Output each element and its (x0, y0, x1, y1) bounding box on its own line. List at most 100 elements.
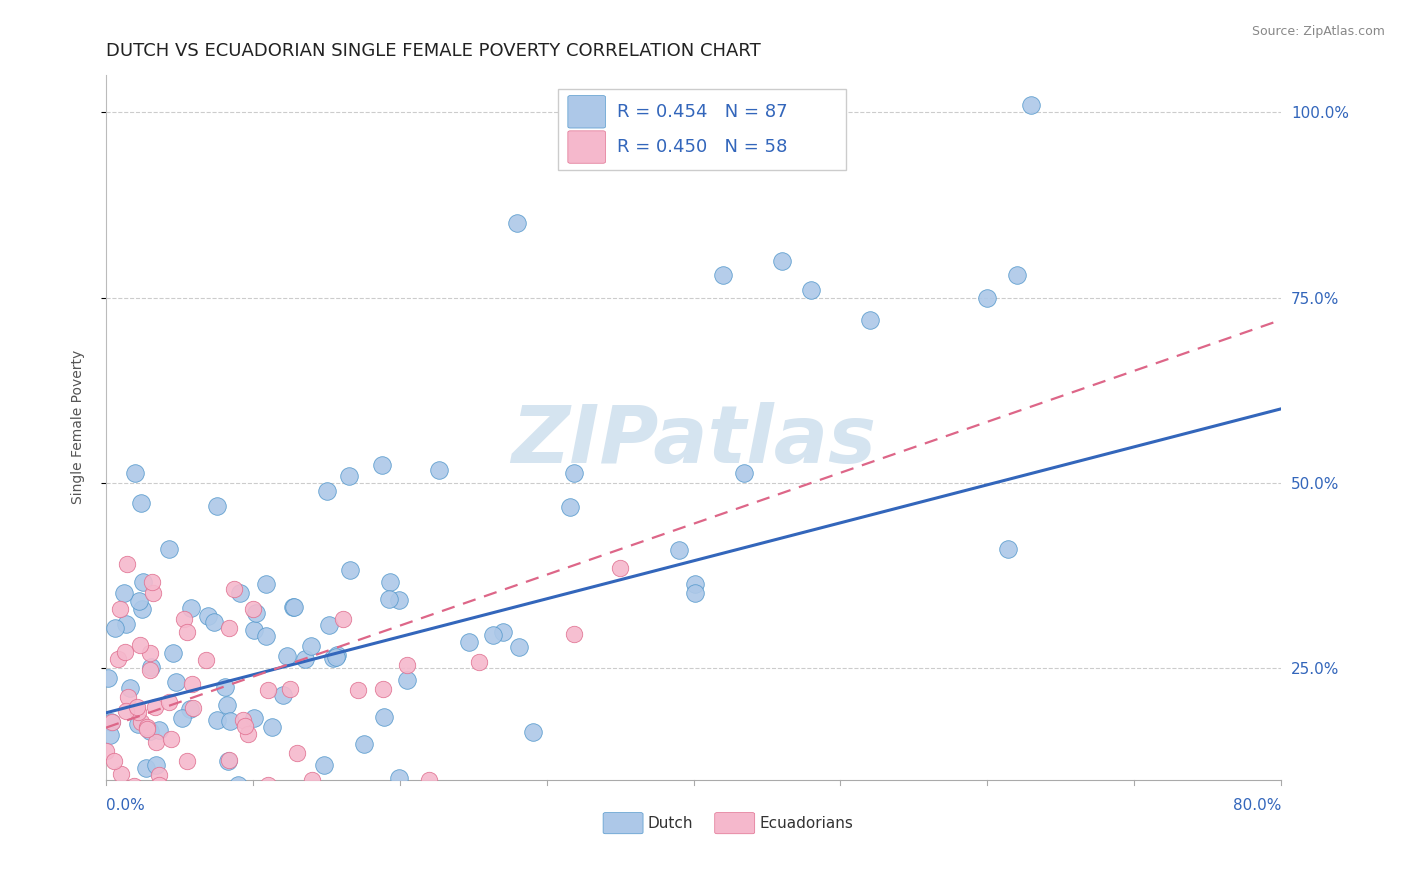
Point (117, 690, 139, 705)
Point (127, 717, 149, 731)
Point (103, 754, 125, 768)
Point (271, 688, 294, 702)
Text: Source: ZipAtlas.com: Source: ZipAtlas.com (1251, 25, 1385, 38)
Point (138, 646, 160, 660)
Point (711, 268, 734, 283)
Point (281, 787, 304, 801)
Point (218, 753, 240, 767)
Point (522, 725, 544, 739)
Point (347, 682, 370, 697)
Point (96, 744, 118, 758)
Point (104, 621, 127, 635)
Point (115, 704, 138, 718)
Point (1021, 98, 1043, 112)
Point (122, 779, 145, 793)
Point (172, 711, 194, 725)
Text: 80.0%: 80.0% (1233, 798, 1281, 814)
Point (180, 677, 202, 691)
Point (207, 713, 229, 727)
Point (143, 700, 166, 714)
Point (236, 727, 259, 741)
Point (100, 728, 122, 742)
Point (135, 722, 157, 736)
Point (217, 754, 239, 768)
Y-axis label: Single Female Poverty: Single Female Poverty (72, 351, 86, 505)
Point (481, 628, 503, 642)
Point (770, 253, 793, 268)
Point (294, 651, 316, 665)
Point (337, 468, 360, 483)
Point (283, 599, 305, 614)
Point (683, 576, 706, 591)
Point (112, 586, 135, 600)
Point (353, 737, 375, 751)
Point (131, 601, 153, 615)
Point (859, 313, 882, 327)
FancyBboxPatch shape (568, 131, 606, 163)
Point (135, 762, 157, 776)
Point (180, 600, 202, 615)
Point (128, 594, 150, 608)
Point (160, 732, 183, 747)
FancyBboxPatch shape (714, 813, 755, 834)
Point (260, 720, 283, 734)
Point (281, 599, 304, 614)
Point (997, 542, 1019, 557)
Point (322, 651, 344, 665)
Point (218, 621, 240, 635)
Point (388, 592, 411, 607)
Point (299, 639, 322, 653)
FancyBboxPatch shape (603, 813, 643, 834)
Text: 0.0%: 0.0% (105, 798, 145, 814)
Point (733, 467, 755, 481)
Point (325, 648, 347, 662)
Point (257, 778, 280, 792)
Text: R = 0.454   N = 87: R = 0.454 N = 87 (617, 103, 787, 120)
Point (418, 772, 440, 787)
Point (197, 608, 219, 623)
Point (157, 695, 180, 709)
Point (976, 291, 998, 305)
Point (145, 758, 167, 772)
Text: Ecuadorians: Ecuadorians (759, 815, 853, 830)
Point (242, 602, 264, 616)
Point (492, 624, 515, 639)
Point (388, 771, 411, 785)
Point (215, 698, 238, 713)
Point (142, 585, 165, 599)
Point (254, 576, 277, 591)
Point (508, 640, 530, 654)
Point (112, 788, 135, 802)
Point (129, 496, 152, 510)
Point (162, 646, 184, 660)
Point (96, 788, 118, 802)
Point (371, 458, 394, 472)
Point (157, 541, 180, 556)
Point (243, 710, 266, 724)
Point (800, 283, 823, 297)
Point (332, 612, 354, 626)
Point (118, 681, 141, 695)
FancyBboxPatch shape (568, 95, 606, 128)
Point (396, 658, 419, 673)
Point (683, 586, 706, 600)
Point (176, 625, 198, 640)
Point (560, 500, 582, 515)
Point (145, 735, 167, 749)
Point (125, 700, 148, 714)
Point (179, 702, 201, 716)
Point (100, 715, 122, 730)
Point (226, 778, 249, 792)
Point (214, 788, 236, 802)
Point (254, 629, 277, 643)
Point (96, 671, 118, 685)
Point (243, 623, 266, 637)
Point (373, 710, 395, 724)
Point (115, 616, 138, 631)
Point (173, 612, 195, 626)
Point (1005, 268, 1028, 283)
Point (318, 618, 340, 632)
Point (124, 466, 146, 480)
Text: R = 0.450   N = 58: R = 0.450 N = 58 (617, 138, 787, 156)
Point (107, 788, 129, 802)
